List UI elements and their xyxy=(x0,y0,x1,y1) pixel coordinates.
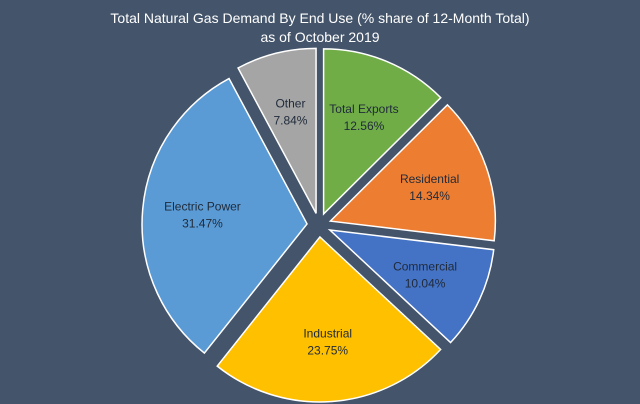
slice-label-other: Other xyxy=(275,97,305,111)
slice-value-total-exports: 12.56% xyxy=(344,119,385,133)
chart-title: Total Natural Gas Demand By End Use (% s… xyxy=(0,9,640,47)
slice-label-total-exports: Total Exports xyxy=(329,102,398,116)
chart-title-line-2: as of October 2019 xyxy=(260,29,380,45)
pie-slice-industrial xyxy=(216,235,442,403)
pie-slice-electric-power xyxy=(141,77,308,355)
slice-value-electric-power: 31.47% xyxy=(182,217,223,231)
slice-value-commercial: 10.04% xyxy=(405,276,446,290)
pie-slice-other xyxy=(237,47,317,214)
pie-slice-commercial xyxy=(327,229,495,344)
slice-value-residential: 14.34% xyxy=(409,189,450,203)
slice-label-electric-power: Electric Power xyxy=(164,200,241,214)
slice-label-commercial: Commercial xyxy=(393,259,457,273)
slice-label-industrial: Industrial xyxy=(303,327,352,341)
pie-slice-residential xyxy=(328,103,497,242)
chart-title-line-1: Total Natural Gas Demand By End Use (% s… xyxy=(110,10,530,26)
slice-value-other: 7.84% xyxy=(273,114,307,128)
pie-slice-total-exports xyxy=(322,48,442,216)
slice-label-residential: Residential xyxy=(400,172,459,186)
slice-value-industrial: 23.75% xyxy=(307,344,348,358)
